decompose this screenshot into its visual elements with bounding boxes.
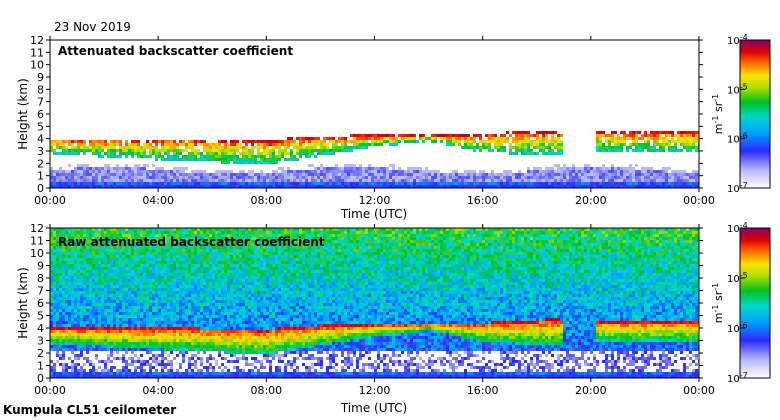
- x-tick-label: 04:00: [142, 194, 174, 207]
- x-tick-label: 20:00: [575, 194, 607, 207]
- y-axis-label: Height (km): [16, 267, 30, 338]
- colorbar-tick-label: 10-5: [727, 82, 748, 96]
- colorbar-tick-label: 10-5: [727, 271, 748, 285]
- y-tick-label: 10: [30, 59, 44, 72]
- y-tick-label: 4: [37, 133, 44, 146]
- plot-area: [50, 40, 699, 188]
- y-axis-label: Height (km): [16, 78, 30, 149]
- colorbar-bottom: 10-4 10-5 10-6 10-7 m-1 sr-1: [711, 221, 771, 385]
- x-tick-label: 08:00: [250, 384, 282, 397]
- x-axis-label: Time (UTC): [340, 401, 407, 415]
- y-tick-label: 12: [30, 34, 44, 47]
- colorbar-tick-label: 10-4: [727, 33, 748, 47]
- colorbar-label: m-1 sr-1: [711, 283, 725, 323]
- x-tick-label: 04:00: [142, 384, 174, 397]
- chart-title: Attenuated backscatter coefficient: [58, 44, 293, 58]
- y-tick-label: 0: [37, 182, 44, 195]
- heatmap-cells: [50, 228, 699, 378]
- x-axis: 00:00 04:00 08:00 12:00 16:00 20:00 00:00: [34, 36, 715, 207]
- y-tick-label: 1: [37, 360, 44, 373]
- x-axis: 00:00 04:00 08:00 12:00 16:00 20:00 00:00: [34, 224, 715, 397]
- colorbar-tick-label: 10-6: [727, 321, 748, 335]
- colorbar-tick-label: 10-7: [727, 371, 748, 385]
- y-tick-label: 6: [37, 108, 44, 121]
- colorbar-tick-label: 10-4: [727, 221, 748, 235]
- y-tick-label: 5: [37, 120, 44, 133]
- y-tick-label: 2: [37, 157, 44, 170]
- y-tick-label: 4: [37, 322, 44, 335]
- date-label: 23 Nov 2019: [54, 20, 131, 34]
- y-tick-label: 1: [37, 170, 44, 183]
- y-tick-label: 11: [30, 235, 44, 248]
- y-tick-label: 7: [37, 96, 44, 109]
- y-tick-label: 8: [37, 83, 44, 96]
- heatmap-cells: [50, 131, 699, 188]
- colorbar-tick-label: 10-7: [727, 181, 748, 195]
- colorbar-scale: [739, 227, 771, 379]
- x-axis-label: Time (UTC): [340, 207, 407, 221]
- x-tick-label: 20:00: [575, 384, 607, 397]
- colorbar-label: m-1 sr-1: [711, 94, 725, 134]
- y-tick-label: 3: [37, 145, 44, 158]
- y-tick-label: 9: [37, 71, 44, 84]
- x-tick-label: 00:00: [683, 384, 715, 397]
- y-tick-label: 5: [37, 310, 44, 323]
- x-tick-label: 08:00: [250, 194, 282, 207]
- y-tick-label: 8: [37, 272, 44, 285]
- y-tick-label: 2: [37, 347, 44, 360]
- y-tick-label: 12: [30, 222, 44, 235]
- x-tick-label: 00:00: [683, 194, 715, 207]
- y-tick-label: 7: [37, 285, 44, 298]
- colorbar-scale: [739, 39, 771, 189]
- y-tick-label: 6: [37, 297, 44, 310]
- x-tick-label: 12:00: [359, 384, 391, 397]
- y-tick-label: 0: [37, 372, 44, 385]
- y-tick-label: 9: [37, 260, 44, 273]
- colorbar-top: 10-4 10-5 10-6 10-7 m-1 sr-1: [711, 33, 771, 195]
- x-tick-label: 12:00: [359, 194, 391, 207]
- y-tick-label: 3: [37, 335, 44, 348]
- y-tick-label: 11: [30, 46, 44, 59]
- x-tick-label: 16:00: [467, 384, 499, 397]
- colorbar-tick-label: 10-6: [727, 132, 748, 146]
- instrument-label: Kumpula CL51 ceilometer: [3, 403, 176, 417]
- y-tick-label: 10: [30, 247, 44, 260]
- x-tick-label: 00:00: [34, 384, 66, 397]
- chart-title: Raw attenuated backscatter coefficient: [58, 235, 325, 249]
- x-tick-label: 16:00: [467, 194, 499, 207]
- x-tick-label: 00:00: [34, 194, 66, 207]
